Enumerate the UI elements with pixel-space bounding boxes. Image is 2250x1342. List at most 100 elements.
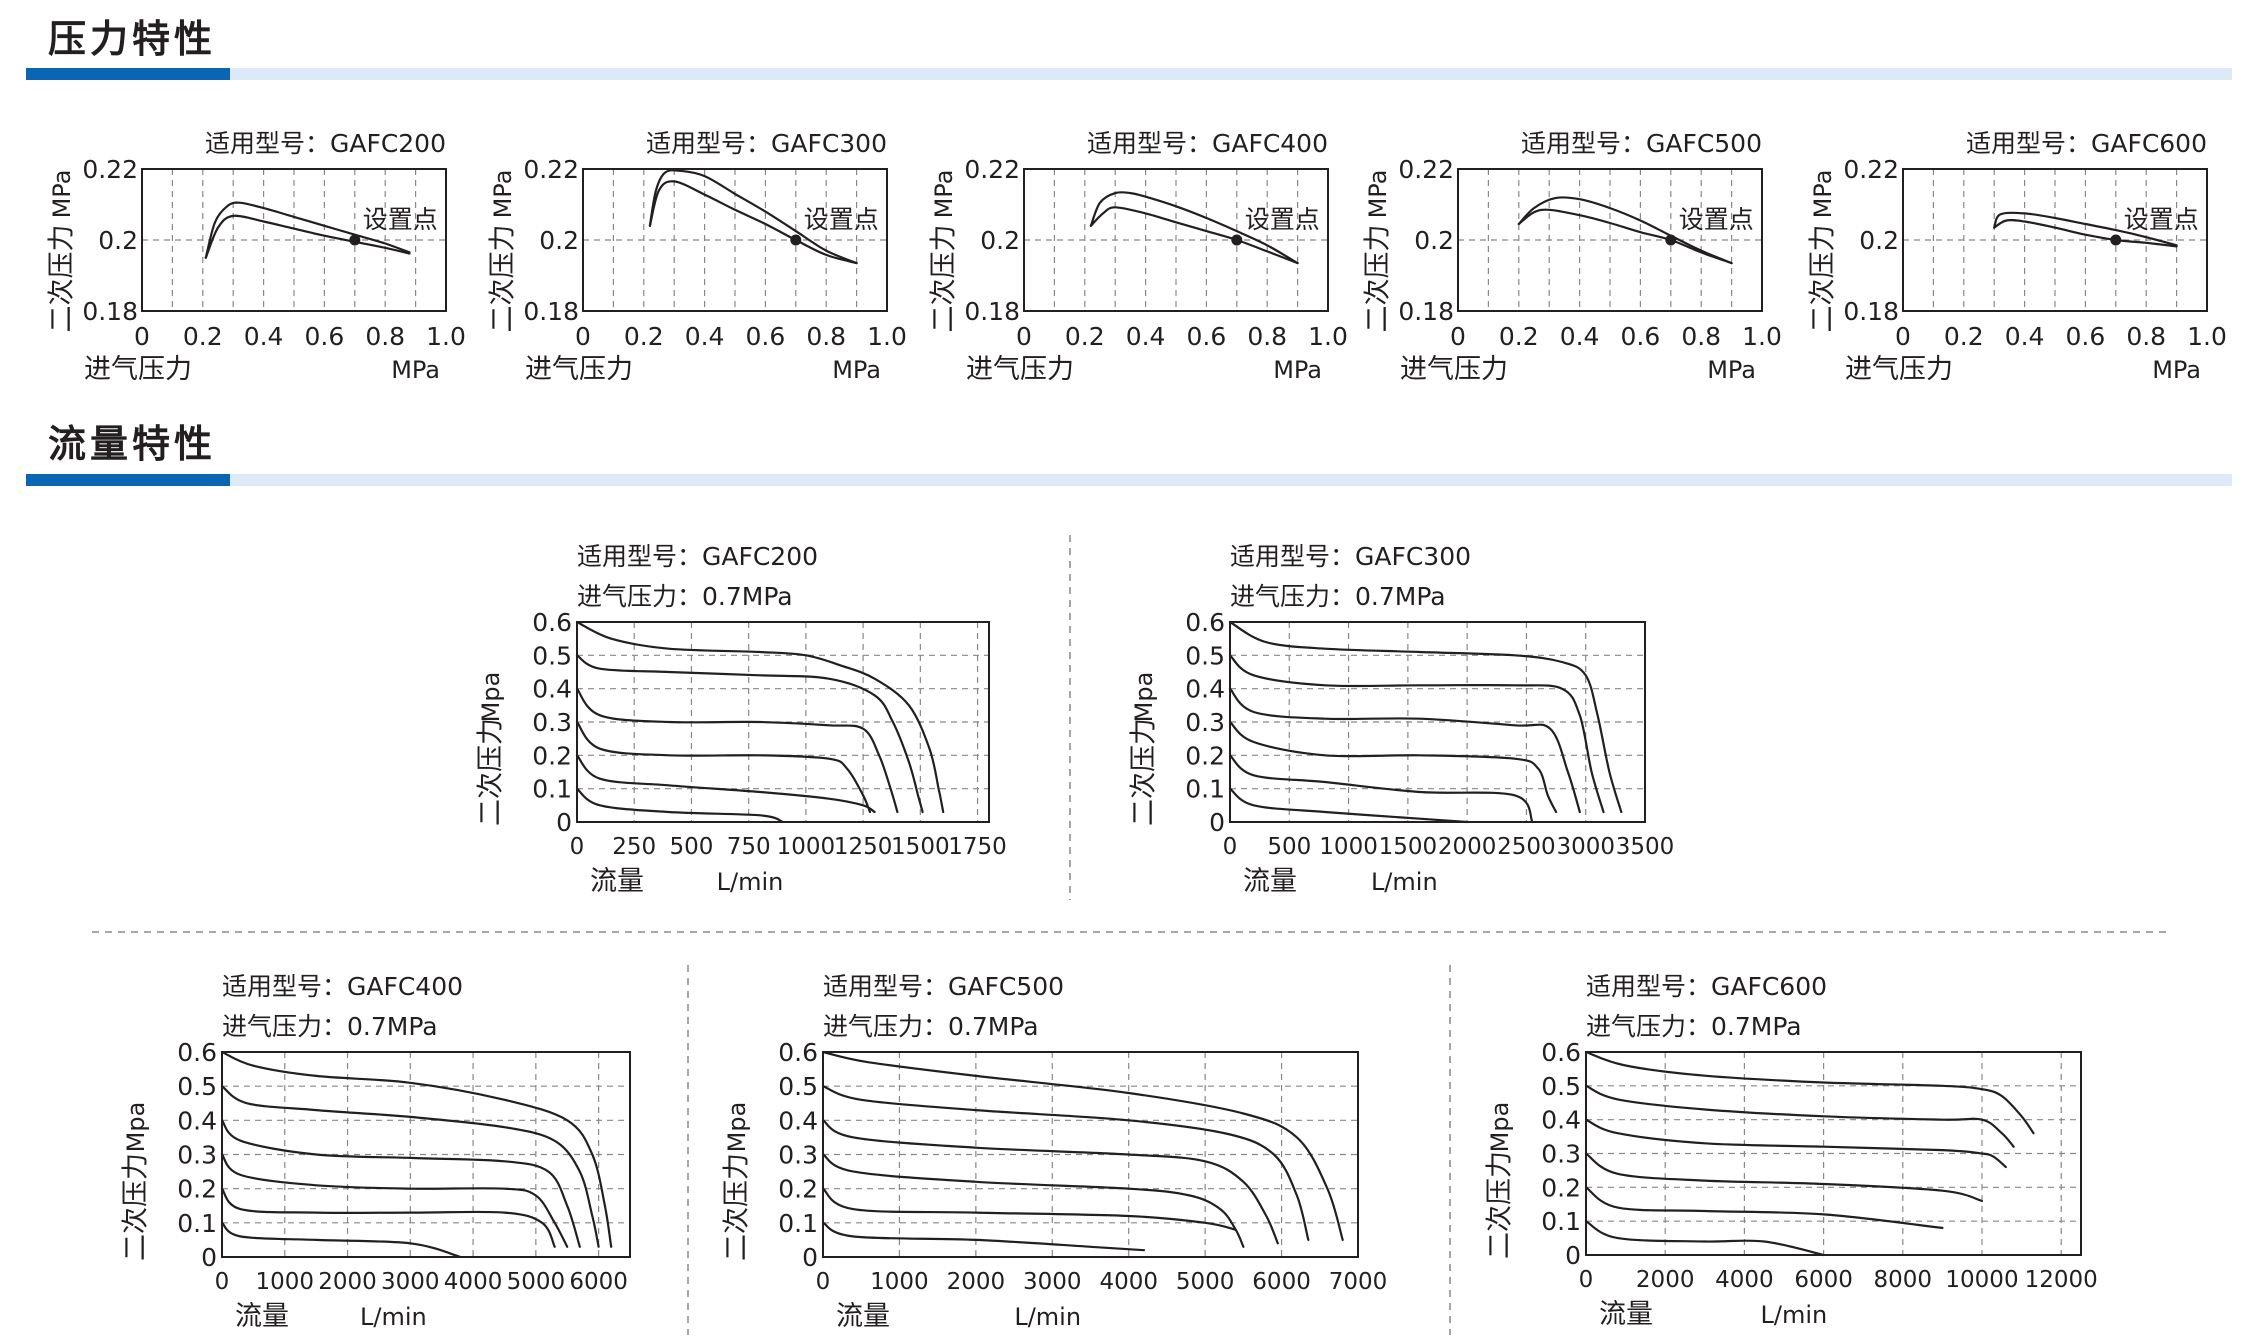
pressure-curve-1 <box>1993 211 2178 247</box>
y-axis-unit: MPa <box>48 170 76 219</box>
y-tick-label: 0 <box>802 1243 818 1272</box>
setpoint-dot <box>1665 234 1677 246</box>
x-axis-label: 流量 <box>836 1301 890 1332</box>
flow-curve-5 <box>575 754 876 814</box>
flow-curve-6 <box>821 1221 1146 1252</box>
pressure-curve-1 <box>1517 196 1733 265</box>
x-tick-label: 1000 <box>777 834 836 860</box>
y-tick-label: 0.2 <box>1414 226 1454 255</box>
y-tick-label: 0.3 <box>778 1141 818 1170</box>
flow-section-title: 流量特性 <box>48 422 217 466</box>
pressure-curve-1 <box>1089 191 1299 265</box>
x-tick-label: 0.6 <box>1187 322 1227 351</box>
chart-title: 适用型号：GAFC400 <box>222 972 463 1001</box>
y-axis-unit: Mpa <box>723 1102 751 1153</box>
plot-frame <box>141 168 447 312</box>
x-tick-label: 1000 <box>870 1269 929 1295</box>
y-axis-unit: MPa <box>1809 170 1837 219</box>
y-tick-label: 0.1 <box>1541 1207 1581 1236</box>
x-tick-label: 4000 <box>444 1269 503 1295</box>
y-tick-label: 0.6 <box>177 1038 217 1067</box>
x-tick-label: 1.0 <box>2187 322 2227 351</box>
flow-curve-1 <box>821 1050 1344 1241</box>
chart-title: 适用型号：GAFC600 <box>1586 972 1827 1001</box>
setpoint-label: 设置点 <box>1245 205 1320 234</box>
x-tick-label: 0 <box>575 322 591 351</box>
y-tick-label: 0.2 <box>1541 1173 1581 1202</box>
y-tick-label: 0.5 <box>778 1072 818 1101</box>
x-tick-label: 3000 <box>1023 1269 1082 1295</box>
chart-title: 适用型号：GAFC300 <box>646 129 887 158</box>
y-tick-label: 0.2 <box>177 1175 217 1204</box>
x-tick-label: 750 <box>727 834 771 860</box>
y-tick-label: 0.3 <box>1541 1140 1581 1169</box>
flow-curve-4 <box>1228 720 1558 814</box>
flow-curve-6 <box>1584 1220 1825 1257</box>
x-tick-label: 2000 <box>1438 834 1497 860</box>
pressure-curve-1 <box>648 169 858 265</box>
x-axis-unit: L/min <box>1371 868 1438 896</box>
flow-curve-5 <box>220 1187 556 1248</box>
y-tick-label: 0.4 <box>778 1106 818 1135</box>
flow-curve-6 <box>1228 787 1469 824</box>
x-tick-label: 0.4 <box>1560 322 1600 351</box>
flow-curve-6 <box>575 787 785 824</box>
y-tick-label: 0.6 <box>532 608 572 637</box>
y-tick-label: 0.4 <box>532 675 572 704</box>
x-axis-unit: MPa <box>2152 356 2201 384</box>
y-tick-label: 0.4 <box>177 1106 217 1135</box>
y-tick-label: 0.5 <box>1185 641 1225 670</box>
flow-curve-3 <box>1228 687 1581 814</box>
x-tick-label: 0 <box>1223 834 1238 860</box>
x-tick-label: 0 <box>1895 322 1911 351</box>
y-tick-label: 0.1 <box>532 775 572 804</box>
flow-curve-2 <box>1584 1084 2015 1148</box>
y-tick-label: 0.3 <box>532 708 572 737</box>
y-axis-label: 二次压力 <box>1485 1151 1516 1259</box>
x-tick-label: 5000 <box>1176 1269 1235 1295</box>
y-tick-label: 0.1 <box>177 1209 217 1238</box>
x-tick-label: 4000 <box>1715 1267 1774 1293</box>
x-axis-label: 进气压力 <box>1400 354 1508 385</box>
y-tick-label: 0.18 <box>1843 297 1899 326</box>
x-tick-label: 500 <box>1267 834 1311 860</box>
x-tick-label: 1500 <box>891 834 950 860</box>
x-tick-label: 0.6 <box>1621 322 1661 351</box>
y-tick-label: 0.1 <box>778 1209 818 1238</box>
x-tick-label: 500 <box>669 834 713 860</box>
plot-frame <box>1023 168 1329 312</box>
y-tick-label: 0.2 <box>1185 741 1225 770</box>
x-axis-label: 进气压力 <box>84 354 192 385</box>
x-tick-label: 0.6 <box>2066 322 2106 351</box>
x-tick-label: 0.2 <box>1065 322 1105 351</box>
flow-curve-4 <box>575 720 872 814</box>
x-tick-label: 1.0 <box>867 322 907 351</box>
y-tick-label: 0.6 <box>778 1038 818 1067</box>
y-tick-label: 0.22 <box>1843 155 1899 184</box>
x-tick-label: 1000 <box>255 1269 314 1295</box>
x-tick-label: 0 <box>215 1269 230 1295</box>
flow-curve-3 <box>575 687 899 814</box>
section-bar-accent <box>26 68 230 80</box>
chart-subtitle: 进气压力：0.7MPa <box>1586 1012 1802 1041</box>
x-tick-label: 5000 <box>507 1269 566 1295</box>
flow-curve-6 <box>220 1221 462 1259</box>
y-axis-label: 二次压力 <box>722 1153 753 1261</box>
flow-curve-1 <box>1584 1050 2035 1135</box>
x-axis-label: 流量 <box>590 866 644 897</box>
y-tick-label: 0.2 <box>539 226 579 255</box>
x-tick-label: 10000 <box>1945 1267 2018 1293</box>
x-axis-label: 流量 <box>1243 866 1297 897</box>
y-axis-unit: Mpa <box>1486 1102 1514 1153</box>
chart-title: 适用型号：GAFC200 <box>577 542 818 571</box>
flow-curve-5 <box>1228 754 1534 824</box>
y-tick-label: 0 <box>1209 808 1225 837</box>
y-tick-label: 0.2 <box>98 226 138 255</box>
y-tick-label: 0.2 <box>532 741 572 770</box>
x-axis-label: 进气压力 <box>525 354 633 385</box>
x-axis-label: 进气压力 <box>1845 354 1953 385</box>
x-tick-label: 0.8 <box>365 322 405 351</box>
setpoint-label: 设置点 <box>2124 205 2199 234</box>
x-tick-label: 0.4 <box>685 322 725 351</box>
pressure-curve-2 <box>204 214 411 259</box>
